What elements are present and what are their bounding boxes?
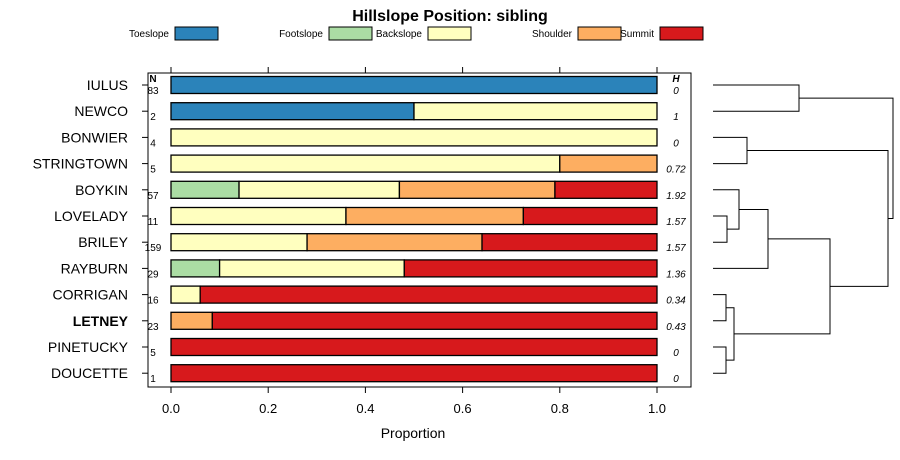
h-value: 0: [673, 374, 679, 385]
row-label: BONWIER: [61, 129, 128, 145]
dendrogram-branch: [713, 346, 727, 374]
dendrogram-branch: [713, 84, 800, 112]
dendrogram-branch: [713, 136, 748, 165]
bar-rows: IULUS 83 0 NEWCO 2 1 BONWIER 4 0 STRINGTOWN 5 0.72 B…: [33, 75, 686, 385]
bar-segment-backslope: [170, 206, 347, 226]
n-value: 23: [147, 322, 159, 333]
h-value: 0.72: [666, 165, 686, 176]
legend-label-toeslope: Toeslope: [129, 29, 169, 40]
legend-label-summit: Summit: [620, 29, 654, 40]
dendrogram-branch: [713, 208, 769, 269]
bar-segment-footslope: [170, 259, 221, 278]
row-label: NEWCO: [74, 103, 128, 119]
h-value: 1.57: [666, 217, 686, 228]
bar-segment-summit: [481, 233, 658, 252]
row-label: PINETUCKY: [48, 339, 129, 355]
n-value: 2: [150, 112, 156, 123]
bar-segment-backslope: [238, 180, 401, 199]
row-label: BRILEY: [78, 234, 128, 250]
bar-segment-backslope: [170, 233, 308, 252]
dendrogram-branch: [734, 238, 831, 335]
row-label: IULUS: [87, 77, 128, 93]
n-value: 159: [145, 243, 162, 254]
n-value: 5: [150, 348, 156, 359]
dendrogram-branch: [713, 215, 728, 243]
x-axis: 0.0 0.2 0.4 0.6 0.8 1.0: [162, 67, 666, 416]
x-tick-label: 1.0: [648, 401, 666, 416]
n-value: 4: [150, 138, 156, 149]
x-tick-label: 0.2: [259, 401, 277, 416]
bar-segment-toeslope: [170, 102, 415, 121]
bar-segment-shoulder: [306, 233, 483, 252]
bar-segment-summit: [211, 311, 658, 330]
h-value: 1: [673, 112, 679, 123]
row-label: CORRIGAN: [53, 287, 128, 303]
legend-label-backslope: Backslope: [376, 29, 423, 40]
legend: Toeslope Footslope Backslope Shoulder Summit: [129, 26, 704, 41]
h-value: 1.57: [666, 243, 686, 254]
h-value: 0: [673, 348, 679, 359]
n-value: 83: [147, 86, 159, 97]
x-tick-label: 0.6: [454, 401, 472, 416]
h-value: 0: [673, 86, 679, 97]
bar-segment-shoulder: [345, 206, 524, 226]
bar-segment-backslope: [170, 154, 561, 173]
row-label: BOYKIN: [75, 182, 128, 198]
legend-swatch-footslope: [328, 26, 373, 41]
legend-swatch-toeslope: [174, 26, 219, 41]
bar-segment-summit: [522, 206, 658, 226]
n-header: N: [149, 74, 156, 85]
bar-segment-summit: [170, 337, 658, 357]
dendrogram-branch: [799, 97, 894, 219]
row-label: LOVELADY: [54, 208, 129, 224]
bar-segment-footslope: [170, 180, 240, 199]
legend-swatch-backslope: [427, 26, 472, 41]
dendrogram: [713, 84, 894, 374]
bar-segment-backslope: [170, 128, 658, 147]
legend-swatch-summit: [659, 26, 704, 41]
n-value: 11: [148, 217, 159, 228]
bar-segment-backslope: [170, 285, 201, 304]
bar-segment-toeslope: [170, 75, 658, 95]
bar-segment-backslope: [218, 259, 405, 278]
dendrogram-branch: [713, 294, 727, 322]
h-value: 1.92: [666, 191, 686, 202]
n-value: 16: [147, 296, 159, 307]
h-value: 0.43: [666, 322, 686, 333]
bar-segment-shoulder: [398, 180, 556, 199]
bar-segment-backslope: [413, 102, 658, 121]
x-tick-label: 0.0: [162, 401, 180, 416]
bar-segment-summit: [199, 285, 658, 304]
bar-segment-shoulder: [559, 154, 658, 173]
bar-segment-summit: [170, 364, 658, 383]
dendrogram-branch: [726, 307, 735, 361]
row-label: STRINGTOWN: [33, 156, 128, 172]
bar-segment-summit: [403, 259, 658, 278]
n-value: 29: [147, 269, 159, 280]
h-value: 0.34: [666, 296, 686, 307]
n-value: 1: [150, 374, 156, 385]
x-tick-label: 0.4: [356, 401, 374, 416]
bar-segment-summit: [554, 180, 658, 199]
legend-label-footslope: Footslope: [279, 29, 323, 40]
n-value: 5: [150, 165, 156, 176]
row-label: RAYBURN: [61, 260, 128, 276]
dendrogram-branch: [713, 189, 740, 230]
h-header: H: [672, 74, 680, 85]
row-label: LETNEY: [73, 313, 129, 329]
legend-label-shoulder: Shoulder: [532, 29, 573, 40]
n-value: 57: [147, 191, 159, 202]
row-label: DOUCETTE: [51, 365, 128, 381]
h-value: 1.36: [666, 269, 686, 280]
chart-title: Hillslope Position: sibling: [352, 8, 548, 25]
x-axis-label: Proportion: [381, 425, 446, 441]
x-tick-label: 0.8: [551, 401, 569, 416]
h-value: 0: [673, 138, 679, 149]
bar-segment-shoulder: [170, 311, 213, 330]
plot-panel: [147, 72, 692, 388]
legend-swatch-shoulder: [577, 26, 622, 41]
